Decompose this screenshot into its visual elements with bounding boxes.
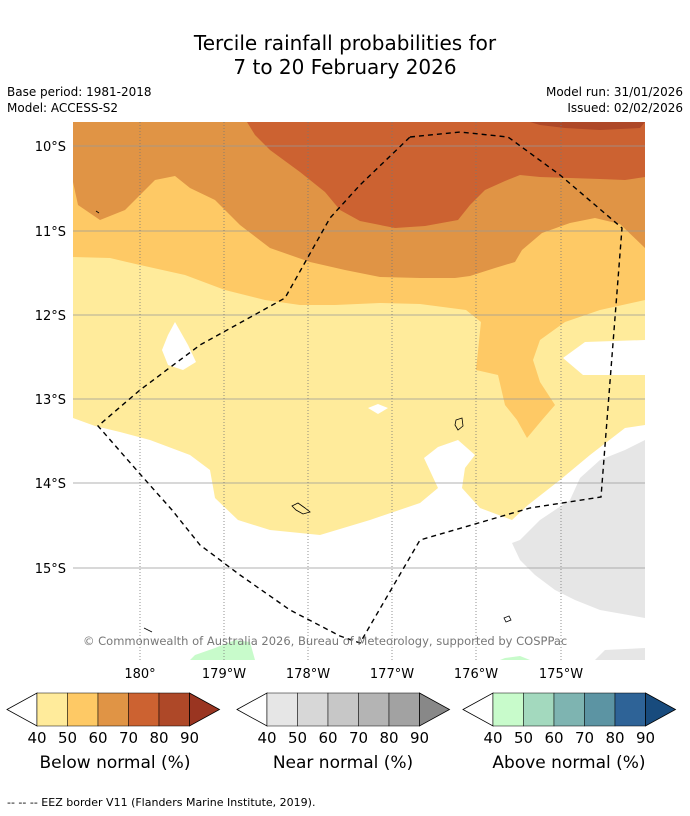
colorbar-below-segment-5 [158,692,190,727]
island-4 [143,627,153,633]
colorbar-below-tick-60: 60 [88,729,107,747]
title-line-1: Tercile rainfall probabilities for [193,31,497,55]
colorbar-near-segment-3 [327,692,359,727]
lat-label-10s: 10°S [35,140,66,155]
colorbar-below-segment-4 [128,692,160,727]
colorbar-near-segment-1 [266,692,298,727]
colorbar-above-arrow-left [462,692,494,727]
lat-label-13s: 13°S [35,393,66,408]
islands [95,210,512,633]
copyright-text: © Commonwealth of Australia 2026, Bureau… [83,634,567,648]
longitude-labels: 180° 179°W 178°W 177°W 176°W 175°W [124,667,583,682]
meta-left: Base period: 1981-2018 Model: ACCESS-S2 [7,84,152,116]
white-patch-2 [563,340,645,375]
colorbar-above-arrow-right [645,692,677,727]
white-patch-1 [162,322,196,370]
colorbar-above-segment-1 [492,692,524,727]
lat-label-15s: 15°S [35,562,66,577]
map-area: © Commonwealth of Australia 2026, Bureau… [73,122,645,660]
colorbar-below-tick-90: 90 [180,729,199,747]
meta-right: Model run: 31/01/2026 Issued: 02/02/2026 [546,84,683,116]
colorbar-near-segment-4 [358,692,390,727]
issued-date: Issued: 02/02/2026 [567,101,683,115]
colorbar-title-near: Near normal (%) [272,753,414,773]
near-normal-region [512,440,645,660]
colorbar-near-segment-5 [388,692,420,727]
model-name: Model: ACCESS-S2 [7,101,119,115]
island-5 [95,210,100,214]
map-title: Tercile rainfall probabilities for 7 to … [0,31,690,79]
below-70-80-region [247,122,645,228]
lon-label-180: 180° [124,667,155,682]
colorbar-below-tick-40: 40 [27,729,46,747]
island-1 [454,417,464,431]
below-80-90-region [530,122,645,130]
eez-border [97,131,623,644]
colorbar-above-segment-2 [523,692,555,727]
colorbar-above-tick-80: 80 [605,729,624,747]
colorbar-below-tick-80: 80 [149,729,168,747]
colorbar-near-tick-80: 80 [379,729,398,747]
lon-label-175w: 175°W [539,667,583,682]
colorbar-below-arrow-right [189,692,221,727]
lat-label-11s: 11°S [35,225,66,240]
colorbar-above-segment-5 [614,692,646,727]
base-period: Base period: 1981-2018 [7,85,152,99]
lat-label-14s: 14°S [35,477,66,492]
colorbar-above-tick-90: 90 [636,729,655,747]
colorbar-below-tick-50: 50 [58,729,77,747]
latitude-gridlines [73,145,645,569]
latitude-labels: 10°S 11°S 12°S 13°S 14°S 15°S [35,140,66,577]
colorbar-above-tick-60: 60 [544,729,563,747]
colorbar-below-segment-1 [36,692,68,727]
colorbar-below-segment-2 [67,692,99,727]
lon-label-177w: 177°W [370,667,414,682]
island-2 [291,502,311,515]
white-patch-3 [368,404,388,414]
above-normal-region [190,640,530,660]
lon-label-179w: 179°W [202,667,246,682]
model-run: Model run: 31/01/2026 [545,85,683,99]
colorbar-near-tick-50: 50 [288,729,307,747]
colorbar-below-tick-70: 70 [119,729,138,747]
colorbar-above-tick-50: 50 [514,729,533,747]
colorbar-near-tick-70: 70 [349,729,368,747]
colorbar-below-arrow-left [6,692,38,727]
colorbar-above-tick-70: 70 [575,729,594,747]
lon-label-176w: 176°W [454,667,498,682]
colorbar-near-arrow-right [419,692,451,727]
colorbar-title-below: Below normal (%) [39,753,191,773]
colorbar-above-tick-40: 40 [483,729,502,747]
colorbar-title-above: Above normal (%) [492,753,646,773]
lat-label-12s: 12°S [35,309,66,324]
colorbar-group: 40 50 60 70 80 90 40 50 60 70 80 90 40 50 60 70 80 90 [6,692,677,747]
colorbar-near-tick-90: 90 [410,729,429,747]
colorbar-below-segment-3 [97,692,129,727]
colorbar-near-tick-60: 60 [318,729,337,747]
colorbar-above-segment-3 [553,692,585,727]
eez-footnote: -- -- -- EEZ border V11 (Flanders Marine… [7,796,316,809]
colorbar-near-tick-40: 40 [257,729,276,747]
lon-label-178w: 178°W [286,667,330,682]
title-line-2: 7 to 20 February 2026 [233,55,457,79]
colorbar-above-segment-4 [584,692,616,727]
colorbar-near-segment-2 [297,692,329,727]
island-3 [503,615,512,623]
colorbar-near-arrow-left [236,692,268,727]
